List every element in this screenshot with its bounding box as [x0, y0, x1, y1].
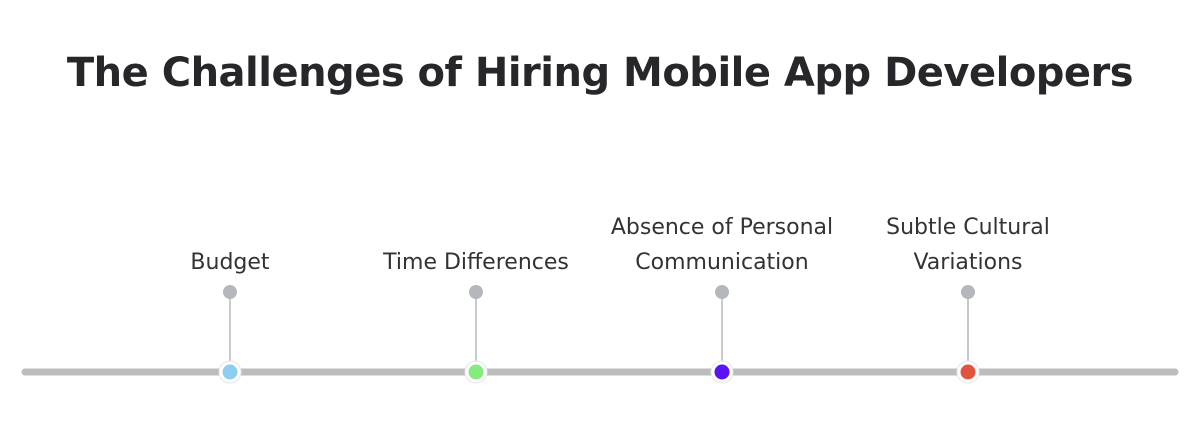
milestone-dot — [960, 364, 976, 380]
milestone-label: Budget — [110, 245, 350, 280]
milestone-label-line: Variations — [913, 250, 1023, 275]
milestone-label-line: Absence of Personal — [610, 215, 834, 240]
milestone-label-line: Time Differences — [383, 250, 569, 275]
milestone-label-line: Subtle Cultural — [886, 215, 1050, 240]
milestone-label-line: Budget — [190, 250, 270, 275]
milestone-label: Subtle Cultural Variations — [848, 210, 1088, 280]
page-title: The Challenges of Hiring Mobile App Deve… — [66, 50, 1134, 96]
milestone-label: Absence of Personal Communication — [602, 210, 842, 280]
milestone-pin — [223, 285, 237, 299]
milestone-dot — [468, 364, 484, 380]
milestone-dot — [222, 364, 238, 380]
milestone-group — [218, 285, 980, 384]
milestone-pin — [961, 285, 975, 299]
milestone-pin — [469, 285, 483, 299]
milestone-dot — [714, 364, 730, 380]
milestone-label: Time Differences — [356, 245, 596, 280]
milestone-label-line: Communication — [635, 250, 809, 275]
milestone-pin — [715, 285, 729, 299]
